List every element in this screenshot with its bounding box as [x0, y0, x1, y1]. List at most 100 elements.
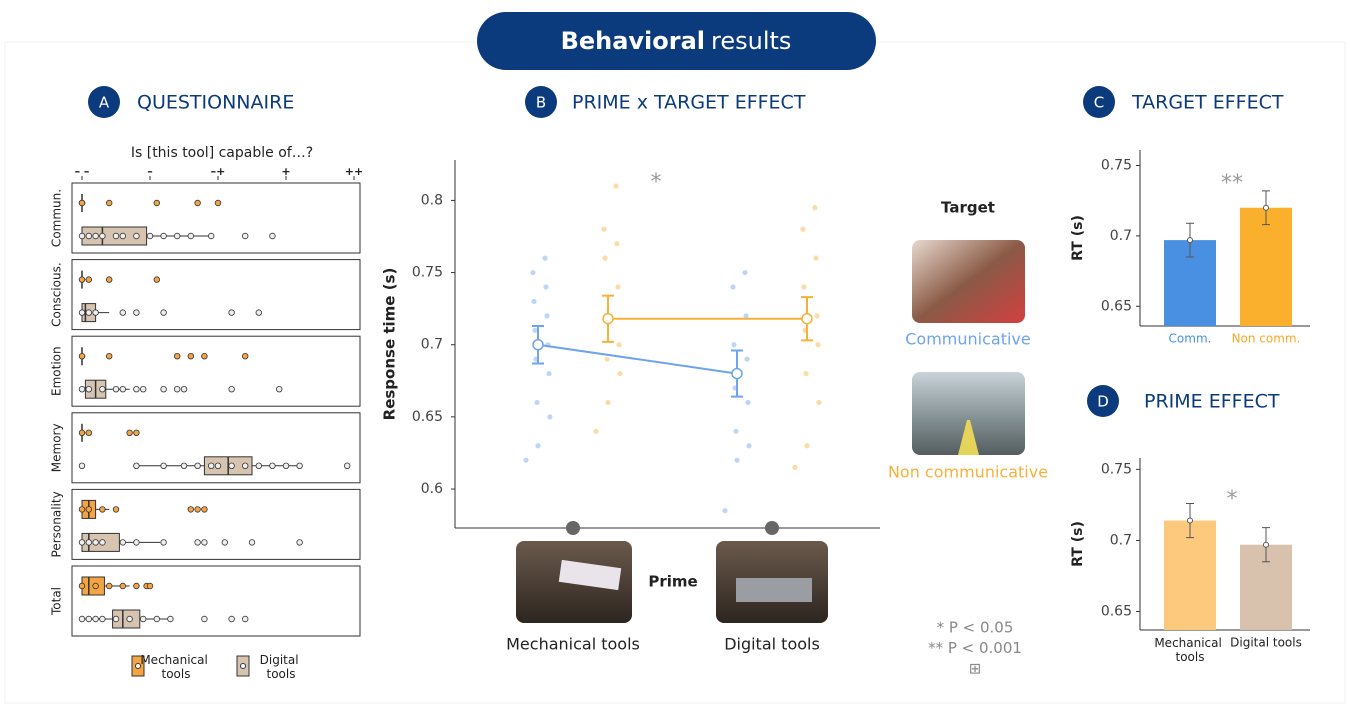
subject-point — [547, 414, 553, 420]
y-axis-label: RT (s) — [1070, 521, 1086, 567]
subject-point — [722, 508, 728, 514]
point — [133, 309, 140, 316]
subject-point — [605, 399, 611, 406]
point — [187, 232, 195, 240]
facet — [71, 335, 361, 407]
point — [99, 539, 106, 546]
point — [187, 506, 195, 513]
point — [228, 615, 235, 623]
subject-point — [604, 356, 610, 362]
point — [208, 462, 215, 469]
subject-point — [613, 183, 619, 189]
point — [78, 539, 86, 546]
point — [344, 462, 351, 469]
point — [160, 462, 167, 469]
subject-point — [615, 284, 621, 290]
x-tick-label: Digital tools — [1230, 636, 1302, 650]
legend-label: Communicative — [905, 330, 1031, 349]
y-tick-label: 0.75 — [1101, 461, 1132, 477]
point — [133, 386, 140, 393]
point — [126, 615, 133, 623]
point — [85, 232, 92, 240]
subject-point — [745, 399, 751, 406]
subject-point — [532, 327, 538, 333]
point — [99, 232, 106, 240]
point — [112, 386, 120, 393]
point — [119, 309, 126, 316]
point — [160, 539, 167, 546]
x-tick-label: Mechanical tools — [1154, 636, 1225, 664]
y-tick-label: 0.65 — [1101, 604, 1132, 620]
point — [133, 429, 140, 436]
point — [78, 506, 86, 513]
point — [242, 353, 249, 360]
point — [160, 309, 167, 316]
subject-point — [546, 370, 552, 377]
point — [180, 462, 188, 469]
point — [92, 582, 99, 590]
point — [194, 506, 201, 513]
point — [112, 615, 120, 623]
mean-line — [537, 343, 738, 375]
point — [269, 232, 276, 240]
point — [119, 386, 126, 393]
subject-point — [614, 241, 620, 247]
point — [194, 539, 201, 546]
point — [78, 353, 86, 360]
point — [92, 539, 99, 546]
subject-point — [803, 370, 809, 377]
point — [78, 199, 86, 207]
point — [153, 199, 161, 207]
box — [112, 609, 141, 629]
point — [85, 539, 92, 546]
point — [194, 462, 201, 469]
panel-letter: C — [1094, 94, 1104, 112]
legend-title: Target — [941, 199, 995, 217]
point — [228, 386, 235, 393]
point — [208, 232, 215, 240]
subject-point — [801, 284, 807, 290]
legend-label: Non communicative — [888, 463, 1048, 482]
point — [242, 462, 249, 469]
point — [201, 353, 208, 360]
point — [133, 582, 140, 590]
point — [248, 539, 256, 546]
subject-point — [812, 205, 818, 211]
point — [201, 539, 208, 546]
subject-point — [523, 457, 529, 463]
point — [78, 276, 86, 283]
point — [85, 615, 92, 623]
point — [201, 506, 208, 513]
photo-noncommunicative — [912, 372, 1025, 455]
subject-point — [534, 399, 540, 406]
point — [133, 462, 140, 469]
x-tick-label: – — [147, 165, 153, 178]
point — [140, 615, 147, 623]
point — [119, 539, 126, 546]
subtitle: Is [this tool] capable of…? — [131, 145, 313, 161]
point — [92, 309, 99, 316]
y-tick-label: 0.75 — [1101, 157, 1132, 173]
point — [146, 582, 154, 590]
point — [133, 232, 140, 240]
point — [78, 615, 86, 623]
point — [296, 539, 303, 546]
point — [105, 276, 113, 283]
mean-point — [1263, 204, 1269, 211]
point — [85, 429, 92, 436]
point — [255, 309, 263, 316]
subject-point — [742, 269, 748, 276]
subject-point — [734, 457, 740, 463]
point — [282, 462, 290, 469]
point — [242, 232, 249, 240]
point — [119, 582, 126, 590]
point — [228, 462, 235, 469]
subject-point — [535, 443, 541, 449]
point — [119, 232, 126, 240]
annotation: * — [651, 170, 662, 195]
y-tick-label: 0.65 — [412, 409, 443, 425]
axis-dot — [566, 521, 580, 535]
point — [99, 386, 106, 393]
mean-point — [532, 338, 544, 351]
point — [180, 386, 188, 393]
